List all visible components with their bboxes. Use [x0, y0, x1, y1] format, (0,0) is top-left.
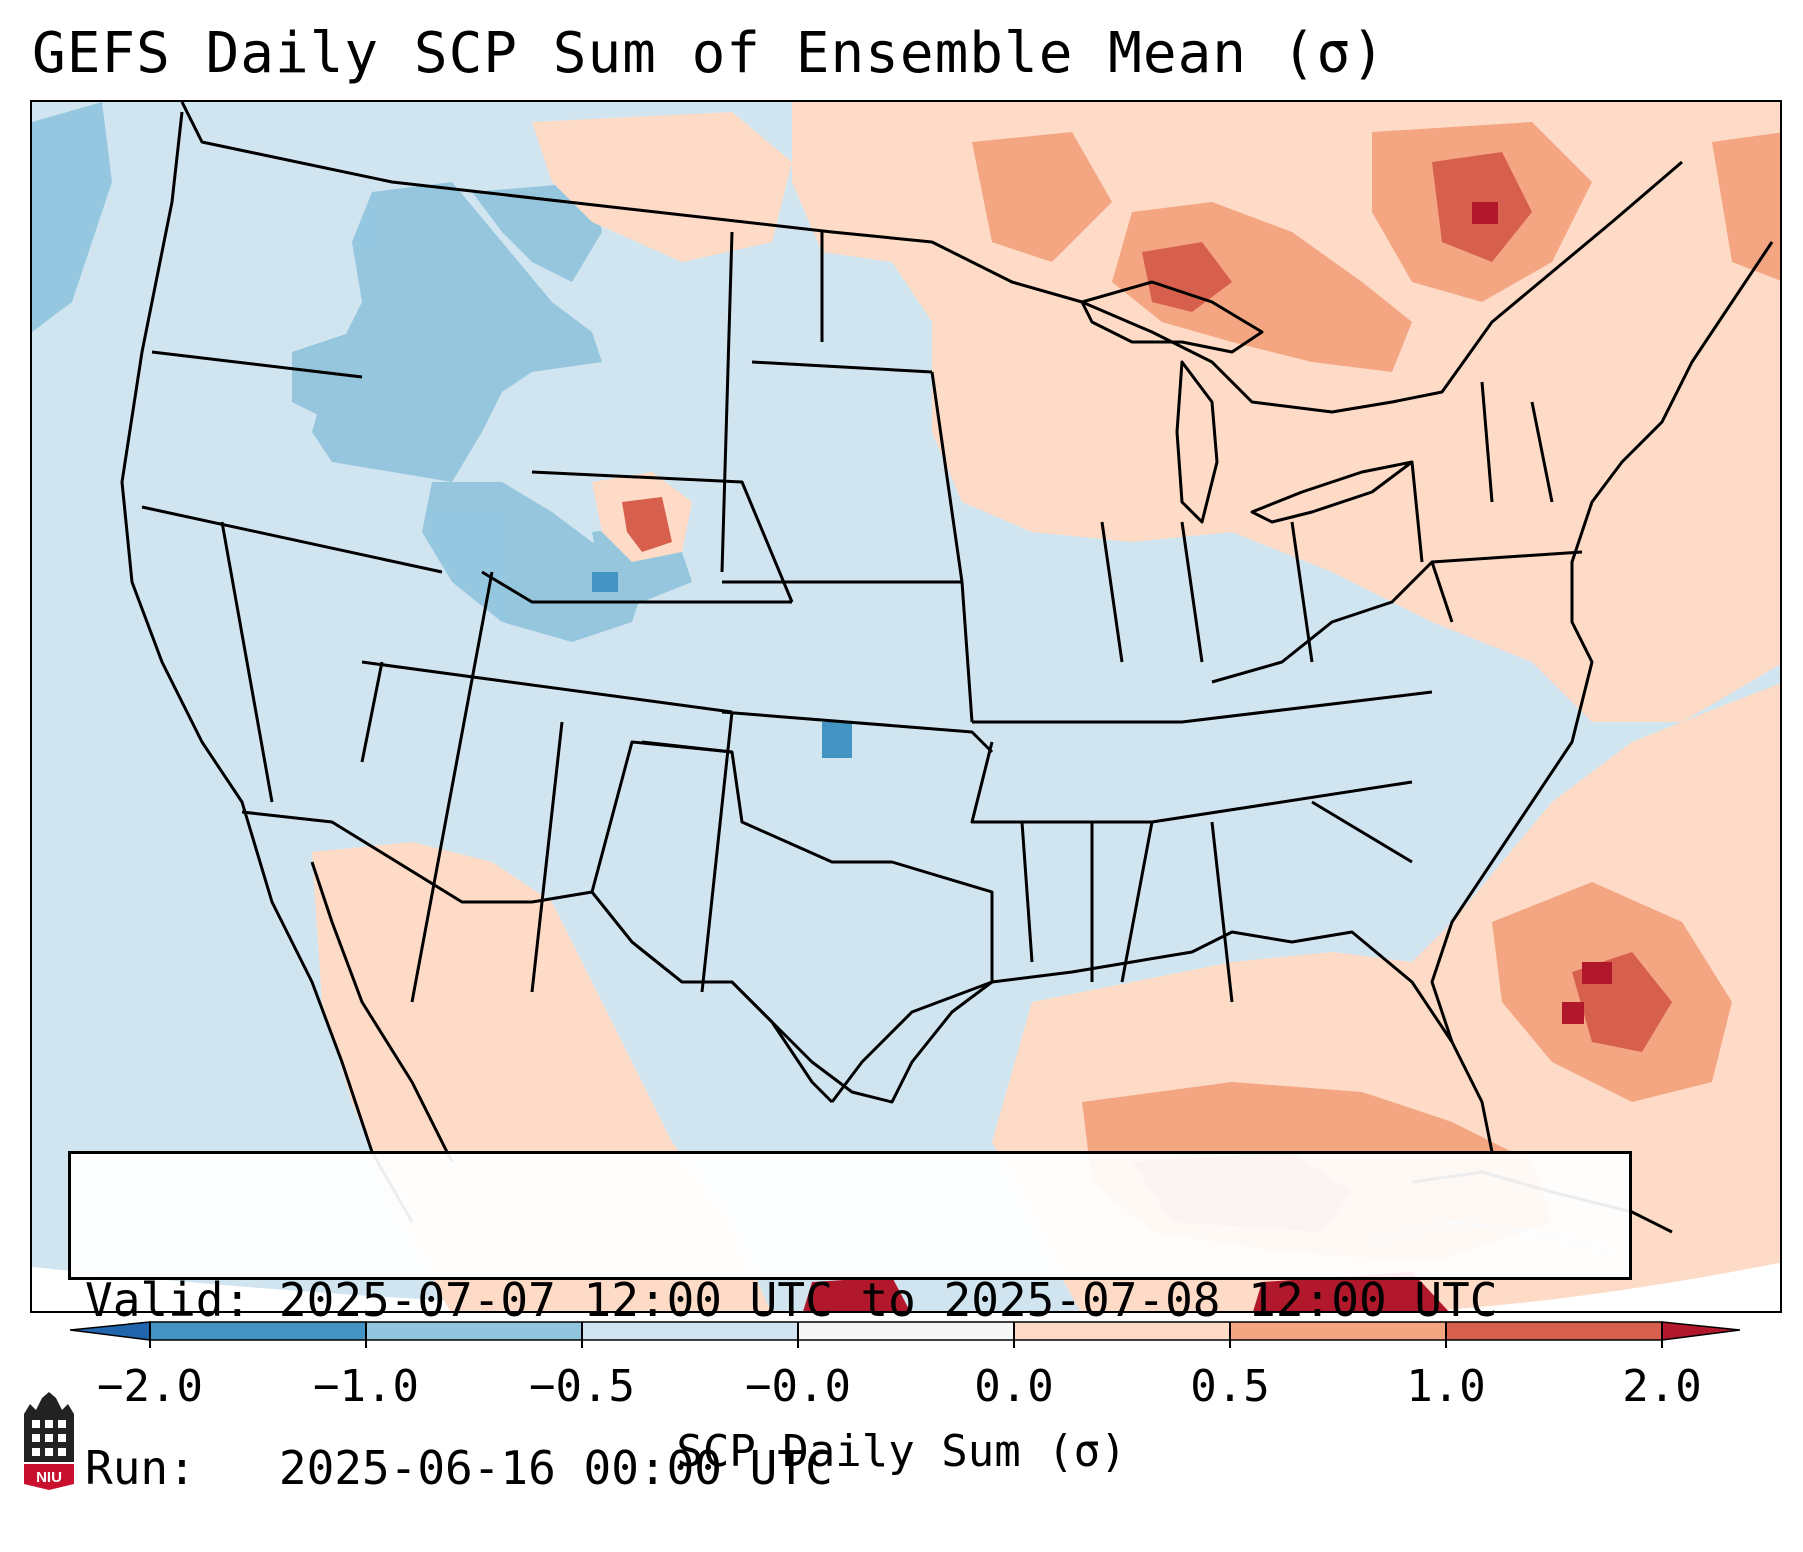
colorbar-tick-label: −0.5	[529, 1361, 635, 1412]
niu-logo-icon: NIU	[24, 1392, 74, 1490]
state-lines	[141, 231, 1583, 1003]
colorbar-tick-label: 1.0	[1406, 1361, 1486, 1412]
caribbean-extreme	[1253, 1272, 1449, 1311]
run-line: Run: 2025-06-16 00:00 UTC	[85, 1440, 1615, 1496]
wa-coast-blue	[32, 102, 112, 332]
colorbar-segment-3	[798, 1322, 1014, 1340]
baja-coast	[310, 861, 454, 1163]
texas	[590, 740, 994, 1104]
canada-prairie-red	[532, 112, 792, 262]
colorbar-tick-label: 0.5	[1190, 1361, 1270, 1412]
colorbar-tick-label: −0.0	[745, 1361, 851, 1412]
valid-run-info-box: Valid: 2025-07-07 12:00 UTC to 2025-07-0…	[68, 1151, 1632, 1495]
strong-negative-spots	[592, 572, 852, 758]
colorbar-tick-marks	[149, 1322, 1663, 1348]
colorbar-segment-2	[582, 1322, 798, 1340]
run-prefix: Run:	[85, 1441, 196, 1495]
colorbar-extend-high	[1661, 1321, 1740, 1341]
ontario-north-orange	[972, 132, 1112, 262]
lake-superior-strong	[1142, 242, 1232, 312]
map-panel	[30, 100, 1782, 1313]
montana-blue-region	[472, 182, 602, 282]
lake-michigan	[1175, 360, 1219, 524]
run-text: 2025-06-16 00:00 UTC	[278, 1441, 833, 1495]
idaho-blue-region	[312, 182, 602, 482]
boundaries	[120, 102, 1774, 1234]
scp-map	[32, 102, 1780, 1311]
colorbar-segment-1	[366, 1322, 582, 1340]
gulf-coast	[830, 930, 1494, 1153]
colorbar-tick-label: 0.0	[974, 1361, 1054, 1412]
colorbar-extend-low	[70, 1321, 151, 1341]
wyoming-strong	[622, 497, 672, 552]
valid-line: Valid: 2025-07-07 12:00 UTC to 2025-07-0…	[85, 1272, 1615, 1328]
east-coast	[1430, 241, 1774, 1043]
west-coast	[120, 111, 414, 1223]
colorbar-segment-5	[1230, 1322, 1446, 1340]
extreme-positive-areas	[803, 202, 1612, 1311]
northeast-orange	[1712, 132, 1780, 281]
great-lakes-outline	[1080, 280, 1264, 354]
lake-erie	[1250, 460, 1414, 524]
colorbar-label: SCP Daily Sum (σ)	[676, 1426, 1127, 1477]
colorbar-tick-label: −2.0	[97, 1361, 203, 1412]
map-title: GEFS Daily SCP Sum of Ensemble Mean (σ)	[32, 21, 1386, 86]
oregon-blue-spot	[292, 332, 362, 422]
colorbar-tick-label: −1.0	[313, 1361, 419, 1412]
us-canada-border	[180, 102, 1683, 414]
colorbar-tick-label: 2.0	[1622, 1361, 1702, 1412]
colorbar	[70, 1321, 1740, 1348]
valid-prefix: Valid:	[85, 1273, 252, 1327]
logo-text: NIU	[36, 1469, 62, 1486]
mexico-extreme	[803, 1277, 910, 1311]
colorbar-segment-0	[150, 1322, 366, 1340]
colorbar-segment-6	[1446, 1322, 1662, 1340]
colorbar-segment-4	[1014, 1322, 1230, 1340]
valid-text: 2025-07-07 12:00 UTC to 2025-07-08 12:00…	[278, 1273, 1498, 1327]
